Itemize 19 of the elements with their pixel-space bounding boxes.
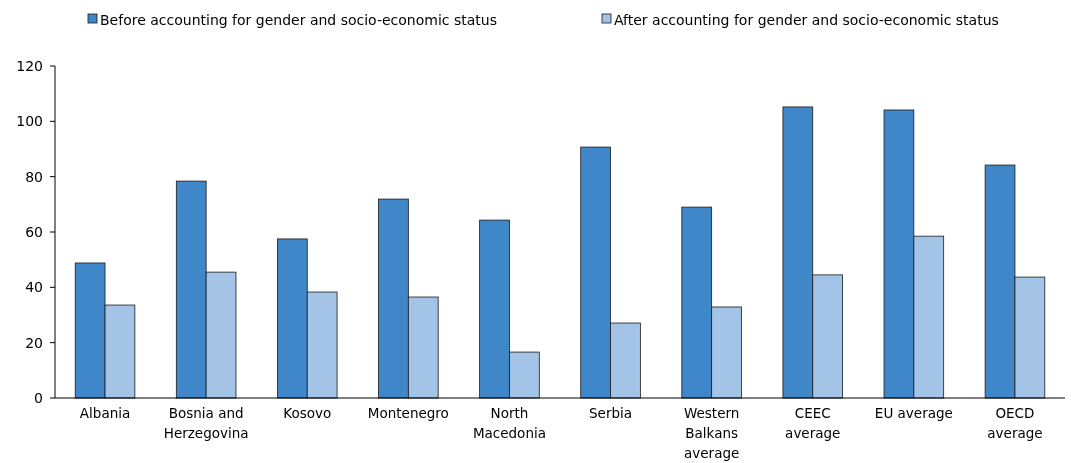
legend-label: After accounting for gender and socio-economic status (614, 11, 999, 28)
y-tick-label: 40 (25, 279, 43, 296)
x-tick-label: Bosnia and Herzegovina (163, 405, 249, 441)
y-tick-label: 80 (25, 168, 43, 185)
x-tick-label: CEEC average (785, 405, 841, 441)
legend-label: Before accounting for gender and socio-economic status (100, 11, 497, 28)
y-tick-label: 60 (25, 223, 43, 240)
y-tick-label: 20 (25, 334, 43, 351)
x-tick-label: North Macedonia (472, 405, 546, 441)
x-tick-label: OECD average (987, 405, 1043, 441)
x-tick-label: EU average (874, 405, 953, 421)
x-tick-label: Serbia (589, 405, 633, 421)
y-tick-label: 120 (16, 57, 43, 74)
x-tick-label: Kosovo (283, 405, 332, 421)
x-tick-label: Albania (79, 405, 131, 421)
x-tick-label: Montenegro (367, 405, 449, 421)
x-tick-label: Western Balkans average (683, 405, 740, 461)
y-tick-label: 100 (16, 113, 43, 130)
y-tick-label: 0 (34, 389, 43, 406)
